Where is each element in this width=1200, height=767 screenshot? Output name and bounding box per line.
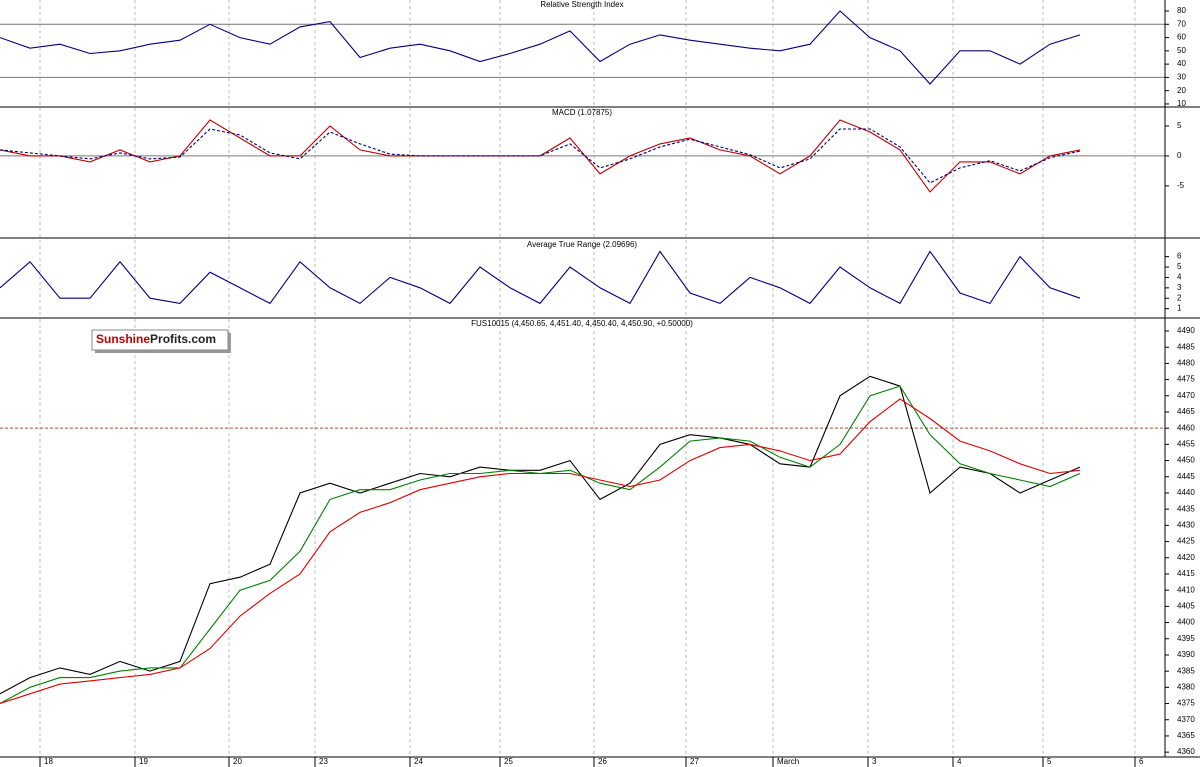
y-tick-label: 4475 [1177, 375, 1195, 384]
y-tick-label: 4395 [1177, 634, 1195, 643]
y-tick-label: 4420 [1177, 553, 1195, 562]
y-tick-label: 4465 [1177, 407, 1195, 416]
logo-part: Profits.com [150, 332, 216, 346]
panel-title: Relative Strength Index [540, 0, 623, 9]
series-line [0, 10, 1081, 85]
y-tick-label: 4430 [1177, 520, 1195, 529]
x-tick-label: 18 [44, 757, 53, 766]
series-line [0, 119, 1081, 193]
x-tick-label: 3 [872, 757, 877, 766]
y-tick-label: 4375 [1177, 699, 1195, 708]
x-tick-label: 4 [957, 757, 962, 766]
x-tick-label: 25 [504, 757, 513, 766]
y-tick-label: 4485 [1177, 342, 1195, 351]
panel-title: FUS10015 (4,450.65, 4,451.40, 4,450.40, … [471, 319, 693, 328]
y-tick-label: 4410 [1177, 585, 1195, 594]
y-tick-label: 2 [1177, 293, 1182, 302]
y-tick-label: 1 [1177, 304, 1182, 313]
series-line [0, 398, 1081, 705]
y-tick-label: 4380 [1177, 682, 1195, 691]
y-tick-label: 60 [1177, 33, 1186, 42]
logo: SunshineProfits.com [96, 332, 216, 346]
y-tick-label: 4460 [1177, 423, 1195, 432]
y-tick-label: 4365 [1177, 731, 1195, 740]
x-tick-label: 6 [1139, 757, 1144, 766]
y-tick-label: 5 [1177, 121, 1182, 130]
y-tick-label: 5 [1177, 262, 1182, 271]
y-tick-label: 40 [1177, 59, 1186, 68]
y-tick-label: 50 [1177, 46, 1186, 55]
y-tick-label: 4415 [1177, 569, 1195, 578]
y-tick-label: 70 [1177, 19, 1186, 28]
y-tick-label: 4450 [1177, 456, 1195, 465]
y-tick-label: 4405 [1177, 601, 1195, 610]
y-tick-label: 4435 [1177, 504, 1195, 513]
y-tick-label: 10 [1177, 99, 1186, 108]
y-tick-label: 4425 [1177, 537, 1195, 546]
series-line [0, 250, 1081, 305]
y-tick-label: 4400 [1177, 618, 1195, 627]
y-tick-label: 6 [1177, 252, 1182, 261]
y-tick-label: 4470 [1177, 391, 1195, 400]
panel-title: Average True Range (2.09696) [527, 240, 637, 249]
y-tick-label: 3 [1177, 283, 1182, 292]
y-tick-label: 4 [1177, 273, 1182, 282]
y-tick-label: -5 [1177, 181, 1185, 190]
y-tick-label: 0 [1177, 151, 1182, 160]
y-tick-label: 4490 [1177, 326, 1195, 335]
y-tick-label: 4440 [1177, 488, 1195, 497]
x-tick-label: 24 [414, 757, 423, 766]
logo-part: Sunshine [96, 332, 150, 346]
y-tick-label: 4360 [1177, 747, 1195, 756]
y-tick-label: 4480 [1177, 358, 1195, 367]
series-line [0, 128, 1081, 184]
y-tick-label: 30 [1177, 73, 1186, 82]
x-tick-label: March [777, 757, 799, 766]
x-tick-label: 27 [690, 757, 699, 766]
y-tick-label: 4455 [1177, 439, 1195, 448]
panel-title: MACD (1.07875) [552, 108, 612, 117]
y-tick-label: 4370 [1177, 715, 1195, 724]
y-tick-label: 20 [1177, 86, 1186, 95]
x-tick-label: 19 [139, 757, 148, 766]
x-tick-label: 26 [598, 757, 607, 766]
x-tick-label: 20 [233, 757, 242, 766]
y-tick-label: 80 [1177, 6, 1186, 15]
y-tick-label: 4390 [1177, 650, 1195, 659]
logo-box [91, 329, 229, 351]
x-tick-label: 5 [1047, 757, 1052, 766]
y-tick-label: 4445 [1177, 472, 1195, 481]
x-tick-label: 23 [319, 757, 328, 766]
y-tick-label: 4385 [1177, 666, 1195, 675]
